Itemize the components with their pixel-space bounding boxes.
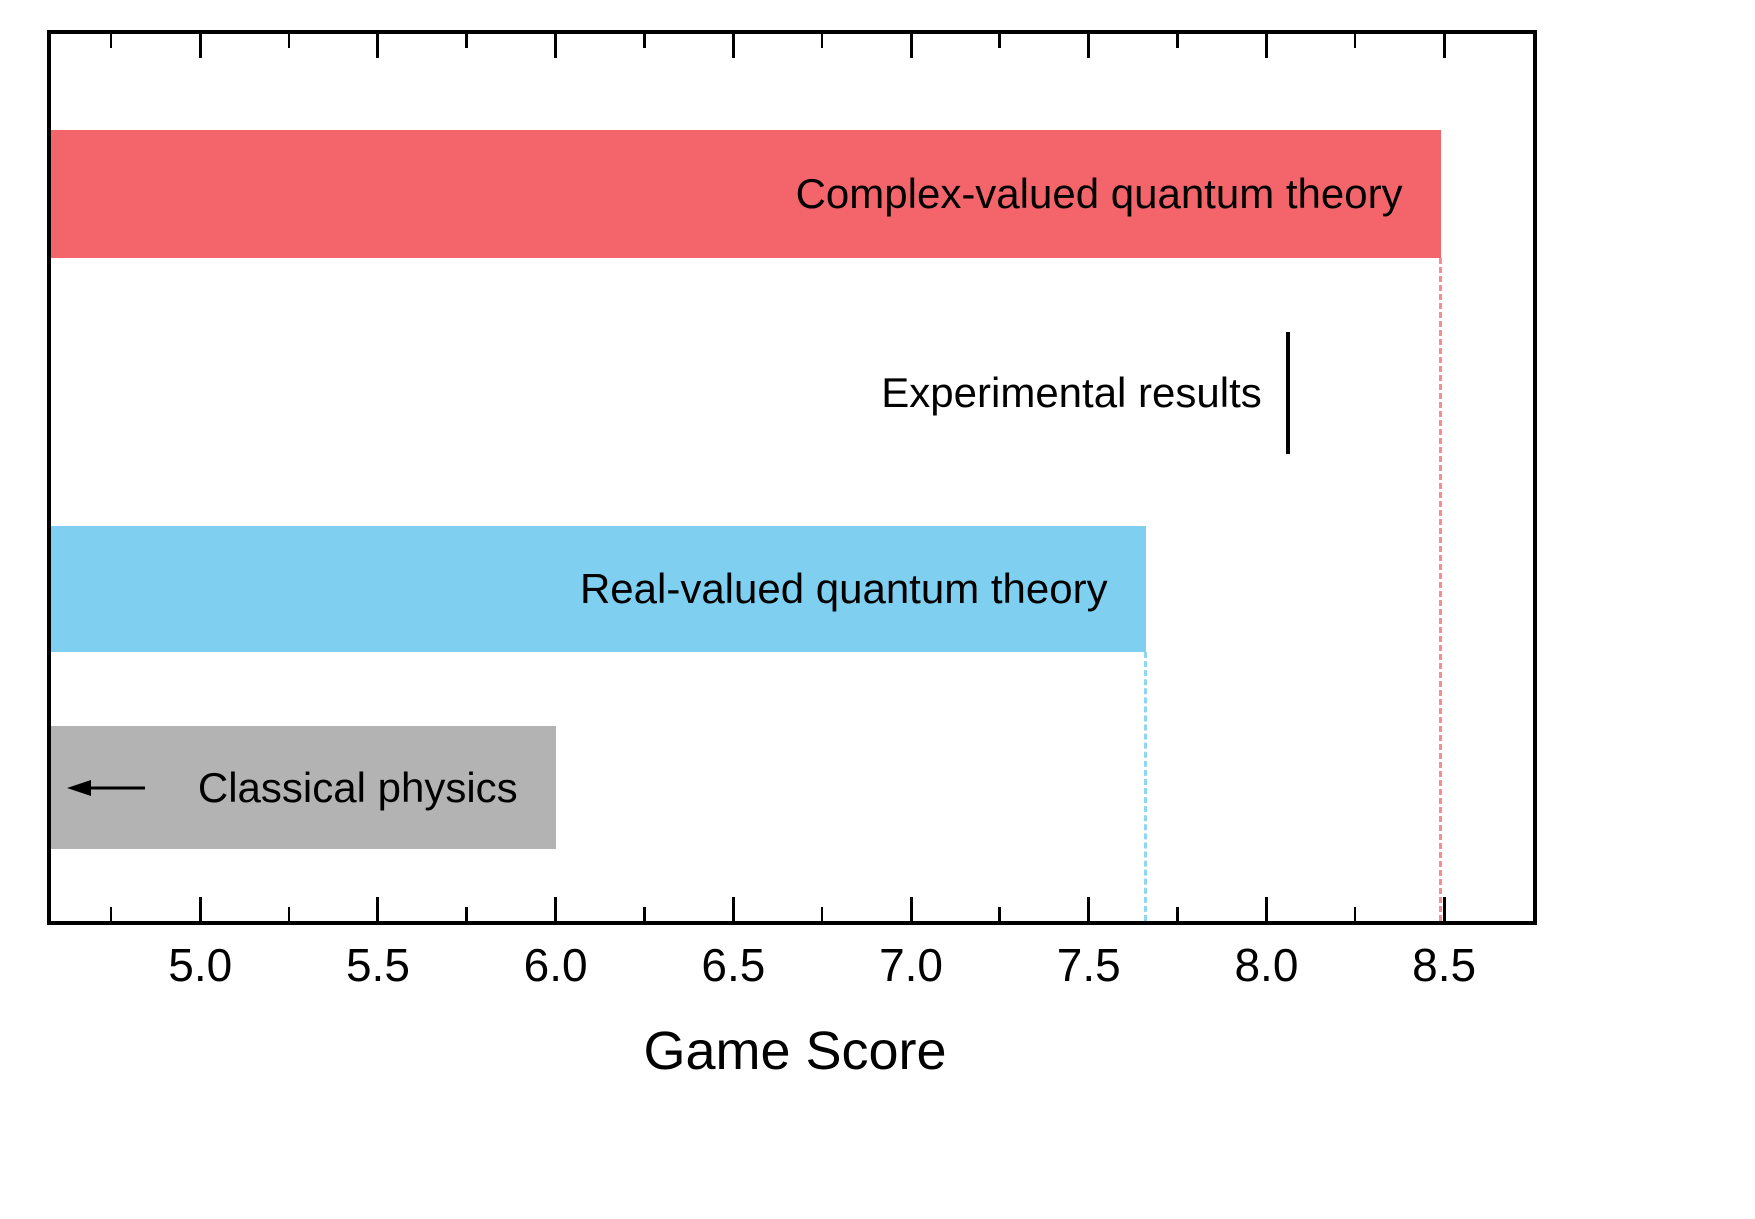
x-major-tick	[198, 897, 202, 921]
x-major-tick	[731, 897, 735, 921]
x-minor-tick	[820, 907, 824, 921]
x-minor-tick	[1353, 907, 1357, 921]
bar-real-valued-quantum-theory: Real-valued quantum theory	[51, 526, 1146, 652]
x-major-tick	[198, 34, 202, 58]
x-minor-tick	[1353, 34, 1357, 48]
x-tick-label: 7.0	[879, 939, 944, 991]
x-minor-tick	[1176, 907, 1179, 921]
x-major-tick	[1264, 34, 1268, 58]
x-minor-tick	[287, 907, 291, 921]
x-minor-tick	[1176, 34, 1179, 48]
x-major-tick	[731, 34, 735, 58]
x-major-tick	[376, 34, 380, 58]
x-tick-label: 7.5	[1056, 939, 1121, 991]
x-tick-label: 6.0	[523, 939, 588, 991]
x-major-tick	[554, 34, 558, 58]
x-minor-tick	[643, 34, 646, 48]
x-minor-tick	[109, 907, 113, 921]
x-major-tick	[554, 897, 558, 921]
x-minor-tick	[820, 34, 824, 48]
x-axis-label: Game Score	[643, 1021, 947, 1081]
x-tick-label: 8.0	[1234, 939, 1299, 991]
dashed-guide-line	[1143, 652, 1147, 921]
bar-label: Complex-valued quantum theory	[795, 170, 1403, 217]
plot-area: Complex-valued quantum theory Real-valued…	[47, 30, 1537, 925]
x-tick-label: 6.5	[701, 939, 766, 991]
x-major-tick	[1264, 897, 1268, 921]
x-major-tick	[909, 34, 913, 58]
x-minor-tick	[109, 34, 113, 48]
x-major-tick	[1087, 34, 1091, 58]
x-tick-label: 5.5	[345, 939, 410, 991]
x-minor-tick	[465, 34, 468, 48]
x-major-tick	[1087, 897, 1091, 921]
x-minor-tick	[465, 907, 468, 921]
x-major-tick	[1442, 34, 1446, 58]
x-major-tick	[909, 897, 913, 921]
x-tick-label: 5.0	[168, 939, 233, 991]
experimental-result-label: Experimental results	[881, 369, 1262, 416]
bar-complex-valued-quantum-theory: Complex-valued quantum theory	[51, 130, 1441, 258]
x-major-tick	[1442, 897, 1446, 921]
x-minor-tick	[998, 907, 1001, 921]
bar-label: Classical physics	[197, 763, 518, 811]
bar-label: Real-valued quantum theory	[579, 565, 1108, 612]
x-tick-label: 8.5	[1412, 939, 1477, 991]
left-arrow-icon	[67, 779, 145, 796]
x-minor-tick	[643, 907, 646, 921]
experimental-result-marker	[1285, 332, 1290, 454]
dashed-guide-line	[1438, 258, 1442, 921]
x-minor-tick	[287, 34, 291, 48]
x-minor-tick	[998, 34, 1001, 48]
x-major-tick	[376, 897, 380, 921]
